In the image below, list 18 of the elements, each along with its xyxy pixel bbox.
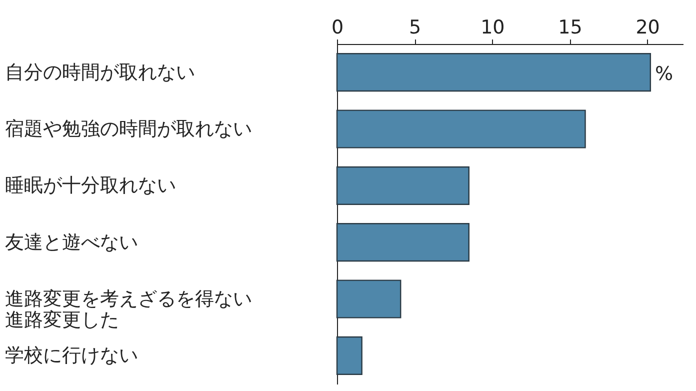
bar <box>336 110 586 148</box>
bar <box>336 223 470 262</box>
y-tick-label: 宿題や勉強の時間が取れない <box>5 118 252 140</box>
y-tick-label: 自分の時間が取れない <box>5 61 195 84</box>
bar <box>336 336 362 375</box>
y-tick-label: 進路変更を考えざるを得ない進路変更した <box>5 288 252 331</box>
annotation: % <box>655 63 674 85</box>
x-tick-label: 20 <box>636 16 660 38</box>
bar <box>336 280 402 318</box>
x-tick-label: 0 <box>331 16 344 38</box>
bar <box>336 53 652 92</box>
x-tick-label: 10 <box>480 16 505 38</box>
x-tick-label: 15 <box>558 16 582 38</box>
y-tick-label: 学校に行けない <box>5 344 138 367</box>
y-tick-label: 睡眠が十分取れない <box>5 174 176 197</box>
x-tick-label: 5 <box>409 16 422 38</box>
bar <box>336 166 470 205</box>
y-tick-label: 友達と遊べない <box>5 231 138 254</box>
